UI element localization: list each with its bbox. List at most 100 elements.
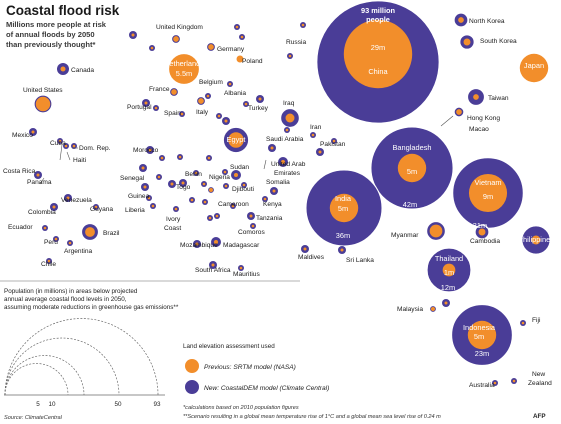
bubble-old-poland bbox=[236, 55, 244, 63]
label-ecuador: Ecuador bbox=[8, 224, 33, 231]
population-note-line-1: Population (in millions) in areas below … bbox=[4, 288, 138, 295]
scale-label-93: 93 bbox=[153, 401, 161, 408]
size-scale-legend bbox=[4, 318, 165, 396]
leader-line-2 bbox=[66, 151, 71, 161]
scale-label-50: 50 bbox=[114, 401, 122, 408]
small-country-core-17 bbox=[340, 248, 344, 252]
small-country-core-50 bbox=[180, 112, 184, 116]
label-germany: Germany bbox=[217, 46, 245, 53]
bubble-old-brazil bbox=[85, 227, 95, 237]
small-country-core-20 bbox=[493, 381, 497, 385]
label-russia: Russia bbox=[286, 39, 306, 46]
small-country-core-11 bbox=[251, 224, 255, 228]
small-country-core-6 bbox=[234, 173, 238, 177]
small-country-core-57 bbox=[150, 46, 154, 50]
label-albania: Albania bbox=[224, 90, 246, 97]
scale-arc-10 bbox=[4, 355, 85, 396]
label-kenya: Kenya bbox=[263, 201, 282, 208]
bubble-old-hong-kong bbox=[456, 109, 462, 115]
thailand-label: Thailand bbox=[435, 254, 463, 263]
small-country-core-61 bbox=[285, 128, 289, 132]
small-country-core-5 bbox=[318, 150, 322, 154]
label-mozambique: Mozambique bbox=[180, 242, 218, 249]
thailand-new-value: 12m bbox=[441, 283, 455, 292]
bubble-old-north-korea bbox=[458, 17, 464, 23]
small-country-core-23 bbox=[31, 130, 35, 134]
label-poland: Poland bbox=[242, 58, 263, 65]
small-country-core-7 bbox=[242, 183, 246, 187]
label-guyana: Guyana bbox=[90, 206, 113, 213]
decor-layer bbox=[0, 115, 454, 282]
small-country-core-43 bbox=[202, 182, 206, 186]
small-country-core-16 bbox=[303, 247, 307, 251]
label-nigeria: Nigeria bbox=[209, 174, 230, 181]
label-morocco: Morocco bbox=[133, 147, 159, 154]
bubble-old-taiwan bbox=[473, 94, 479, 100]
label-uae-line-2: Emirates bbox=[274, 170, 301, 177]
india-old-value: 5m bbox=[338, 204, 348, 213]
leader-line-5 bbox=[263, 159, 267, 170]
bubble-old-thailand bbox=[442, 263, 456, 277]
label-somalia: Somalia bbox=[266, 179, 290, 186]
small-country-core-55 bbox=[244, 102, 248, 106]
small-country-core-54 bbox=[206, 94, 210, 98]
label-cuba: Cuba bbox=[50, 140, 66, 147]
label-senegal: Senegal bbox=[120, 175, 145, 182]
scale-label-10: 10 bbox=[48, 401, 56, 408]
small-country-core-47 bbox=[208, 216, 212, 220]
label-argentina: Argentina bbox=[64, 248, 93, 255]
small-country-core-1 bbox=[258, 97, 262, 101]
small-country-core-48 bbox=[224, 119, 228, 123]
china-total-line-1: 93 million bbox=[361, 6, 396, 15]
label-macao: Macao bbox=[469, 126, 489, 133]
vietnam-label: Vietnam bbox=[475, 178, 502, 187]
bubble-old-netherlands bbox=[169, 54, 199, 84]
label-ivory-coast-line-1: Ivory bbox=[166, 216, 181, 223]
netherlands-value: 5.5m bbox=[176, 69, 192, 78]
small-country-core-21 bbox=[512, 379, 516, 383]
netherlands-label: Netherlands bbox=[164, 59, 204, 68]
label-chile: Chile bbox=[41, 261, 56, 268]
leader-line-4 bbox=[440, 115, 454, 127]
small-country-core-0 bbox=[288, 54, 292, 58]
small-country-core-30 bbox=[94, 205, 98, 209]
label-panama: Panama bbox=[27, 179, 52, 186]
source-text: Source: ClimateCentral bbox=[4, 415, 63, 421]
bubble-old-indonesia bbox=[467, 320, 497, 350]
small-country-core-40 bbox=[170, 182, 174, 186]
label-comoros: Comoros bbox=[238, 229, 265, 236]
vietnam-old-value: 9m bbox=[483, 192, 493, 201]
scale-arc-50 bbox=[4, 337, 120, 396]
label-saudi-arabia: Saudi Arabia bbox=[266, 136, 304, 143]
label-mauritius: Mauritius bbox=[233, 271, 260, 278]
label-maldives: Maldives bbox=[298, 254, 325, 261]
small-country-core-36 bbox=[141, 166, 145, 170]
label-costa-rica: Costa Rica bbox=[3, 168, 36, 175]
label-haiti: Haiti bbox=[73, 157, 87, 164]
bubble-old-japan bbox=[519, 53, 549, 83]
label-north-korea: North Korea bbox=[469, 18, 505, 25]
bubble-old-china bbox=[343, 19, 413, 89]
small-country-core-38 bbox=[147, 196, 151, 200]
small-country-core-32 bbox=[54, 237, 58, 241]
label-togo: Togo bbox=[176, 184, 191, 191]
bubble-old-vietnam bbox=[468, 173, 508, 213]
bubble-old-nigeria bbox=[208, 187, 214, 193]
label-new-zealand-line-2: Zealand bbox=[528, 380, 552, 387]
small-country-core-18 bbox=[444, 301, 448, 305]
label-djibouti: Djibouti bbox=[232, 186, 255, 193]
footnote-1: *calculations based on 2010 population f… bbox=[183, 405, 299, 411]
label-venezuela: Venezuela bbox=[61, 197, 92, 204]
small-country-core-29 bbox=[52, 205, 56, 209]
philippines-label: Philippines bbox=[518, 235, 554, 244]
label-dom-rep: Dom. Rep. bbox=[79, 145, 111, 152]
small-country-core-33 bbox=[68, 241, 72, 245]
legend-heading: Land elevation assessment used bbox=[183, 343, 275, 350]
label-turkey: Turkey bbox=[248, 105, 269, 112]
small-country-core-13 bbox=[195, 242, 199, 246]
chart-subtitle-line-3: than previously thought* bbox=[6, 40, 95, 49]
legend-new: New: CoastalDEM model (Climate Central) bbox=[204, 385, 329, 392]
label-malaysia: Malaysia bbox=[397, 306, 423, 313]
small-country-core-27 bbox=[36, 173, 40, 177]
small-country-core-58 bbox=[235, 25, 239, 29]
